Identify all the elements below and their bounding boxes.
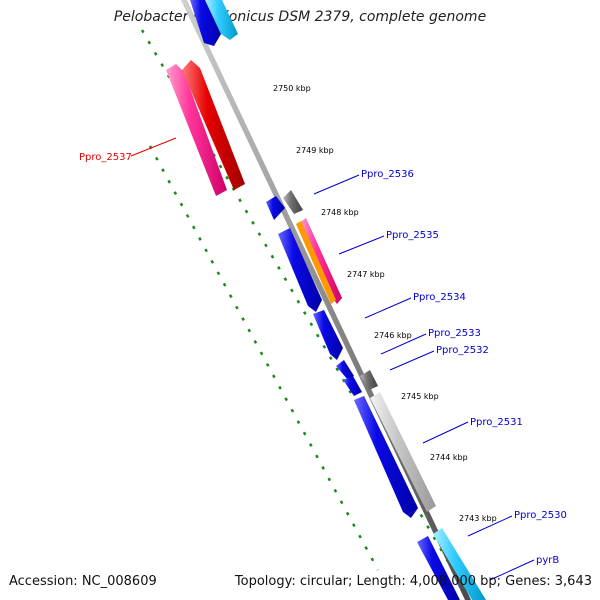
gene-pyrB-cyan [433,528,486,600]
topology-text: Topology: circular; Length: 4,008,000 bp… [234,574,592,589]
leader-line-Ppro_2533 [380,333,427,355]
scale-label: 2749 kbp [296,146,334,155]
gene-Ppro_2532-grey [360,370,378,390]
gene-Ppro_2532b-blue [343,376,362,396]
leader-line-Ppro_2531 [422,421,469,444]
scale-label: 2746 kbp [374,331,412,340]
gene-label: pyrB [536,555,559,566]
scale-label: 2747 kbp [347,270,385,279]
gene-labels: Ppro_2537 Ppro_2536 Ppro_2535 Ppro_2534 … [79,152,567,566]
scale-label: 2748 kbp [321,208,359,217]
leader-line-Ppro_2535 [338,235,385,255]
leader-line-Ppro_2534 [364,297,412,319]
gene-label: Ppro_2536 [361,169,414,180]
leader-line-pyrB [489,559,535,581]
gene-Ppro_2536-grey [283,190,303,214]
gene-Ppro_2533-blue [313,310,343,360]
gene-Ppro_2534-blue [278,228,322,312]
gene-Ppro_2537-pink [166,64,227,196]
scale-label: 2744 kbp [430,453,468,462]
gene-features [166,0,486,600]
gene-label: Ppro_2531 [470,417,523,428]
scale-labels: 2750 kbp 2749 kbp 2748 kbp 2747 kbp 2746… [273,84,497,523]
gene-Ppro_2536-blue [266,196,285,220]
gene-Ppro_2530-blue [417,536,460,600]
gene-Ppro_2531-lightgrey [370,392,436,512]
accession-text: Accession: NC_008609 [9,574,157,589]
ruler-track-inner [148,145,380,571]
gene-Ppro_2535-orange [296,221,336,304]
leader-line-Ppro_2530 [467,515,513,537]
scale-label: 2745 kbp [401,392,439,401]
gene-pyrB-top-cyan [205,0,238,40]
gene-top-blue [190,0,221,46]
gene-Ppro_2532a-blue [336,360,354,380]
gene-Ppro_2537-red [182,60,245,190]
gene-Ppro_2531-blue [354,396,418,518]
gene-label: Ppro_2530 [514,510,567,521]
gene-Ppro_2535-pink [300,218,342,304]
leader-line-Ppro_2536 [313,174,360,195]
gene-label: Ppro_2534 [413,292,466,303]
leader-lines [130,137,535,581]
leader-line-Ppro_2537 [130,137,177,157]
leader-line-Ppro_2532 [389,350,435,371]
gene-label: Ppro_2532 [436,345,489,356]
gene-label: Ppro_2537 [79,152,132,163]
gene-label: Ppro_2535 [386,230,439,241]
scale-label: 2750 kbp [273,84,311,93]
scale-label: 2743 kbp [459,514,497,523]
gene-label: Ppro_2533 [428,328,481,339]
